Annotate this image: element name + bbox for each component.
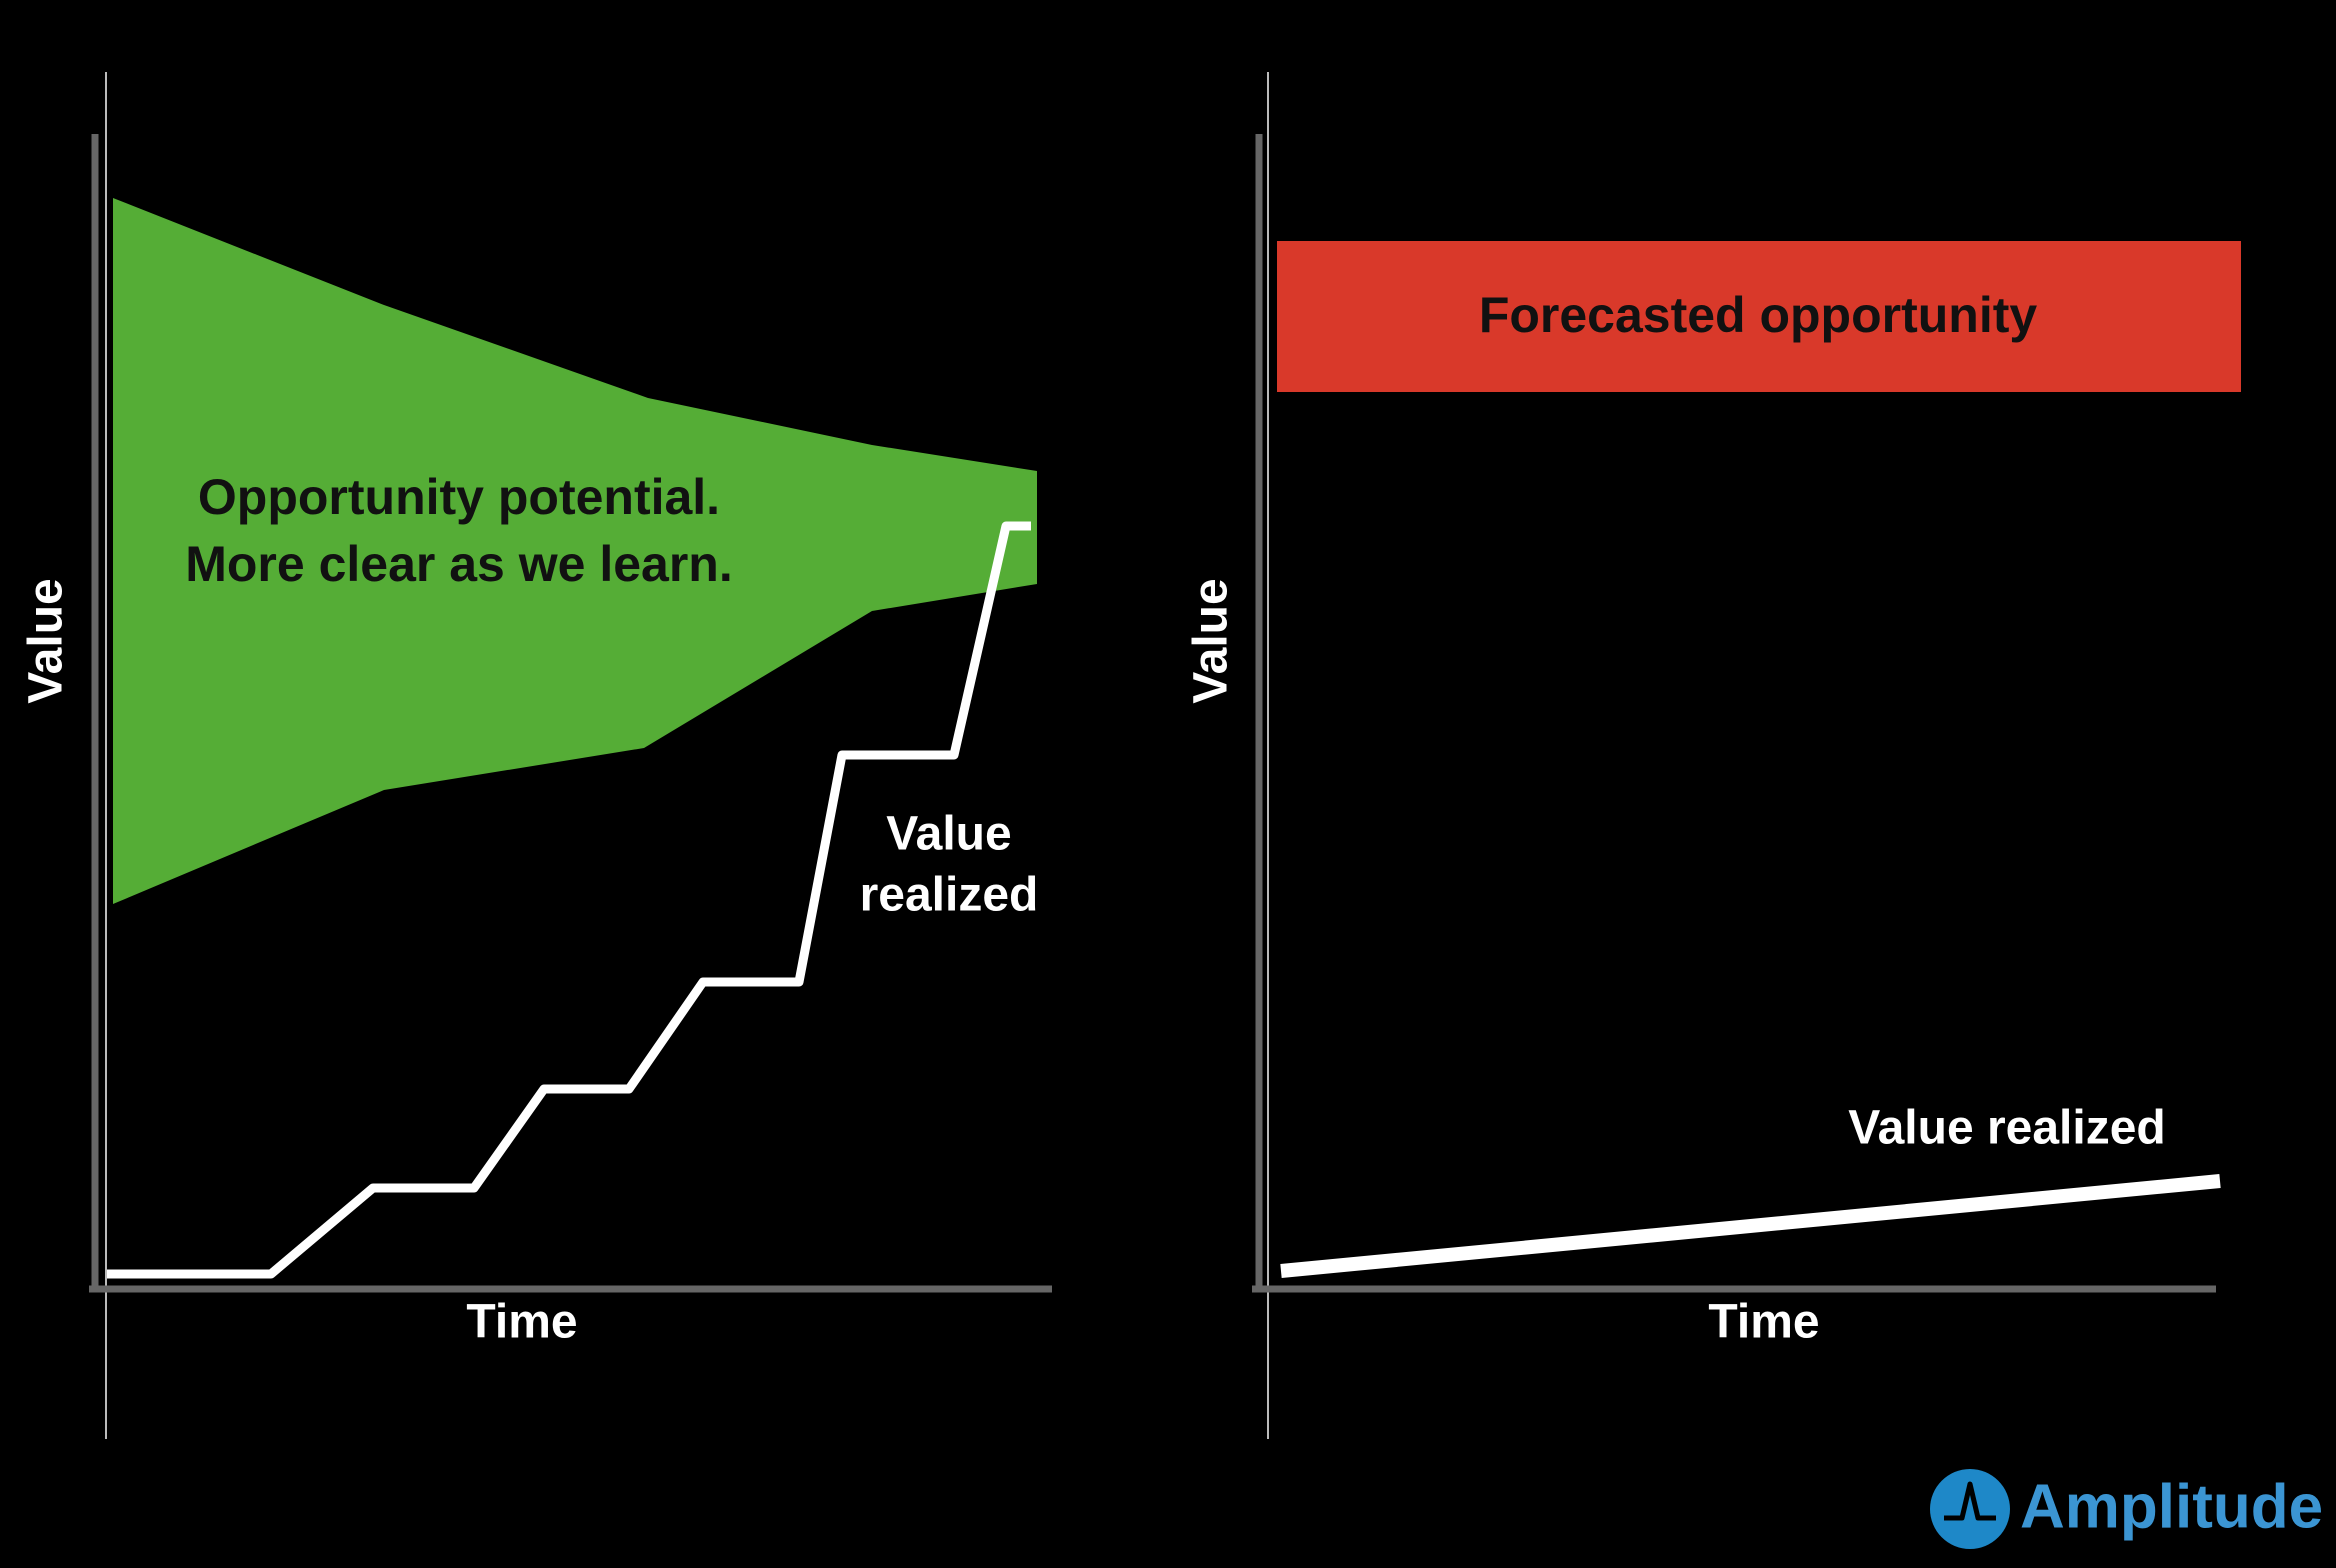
line-label: Value realized xyxy=(1848,1102,2166,1155)
value-realized-line xyxy=(1280,1174,2221,1278)
value-realized-line xyxy=(107,521,1031,1279)
logo-icon xyxy=(1930,1469,2010,1549)
line-label: Value xyxy=(886,808,1011,861)
y-axis-label: Value xyxy=(20,578,73,703)
box-label: Forecasted opportunity xyxy=(1479,287,2038,343)
forecast-box xyxy=(1277,241,2241,392)
area-label: Opportunity potential. xyxy=(198,469,720,525)
line-label: realized xyxy=(860,869,1039,922)
x-axis-label: Time xyxy=(466,1296,577,1349)
opportunity-area xyxy=(113,198,1037,904)
x-axis-label: Time xyxy=(1708,1296,1819,1349)
brand-name: Amplitude xyxy=(2020,1472,2323,1541)
area-label: More clear as we learn. xyxy=(185,536,733,592)
y-axis-label: Value xyxy=(1185,578,1238,703)
logo-glyph xyxy=(1944,1481,1996,1521)
